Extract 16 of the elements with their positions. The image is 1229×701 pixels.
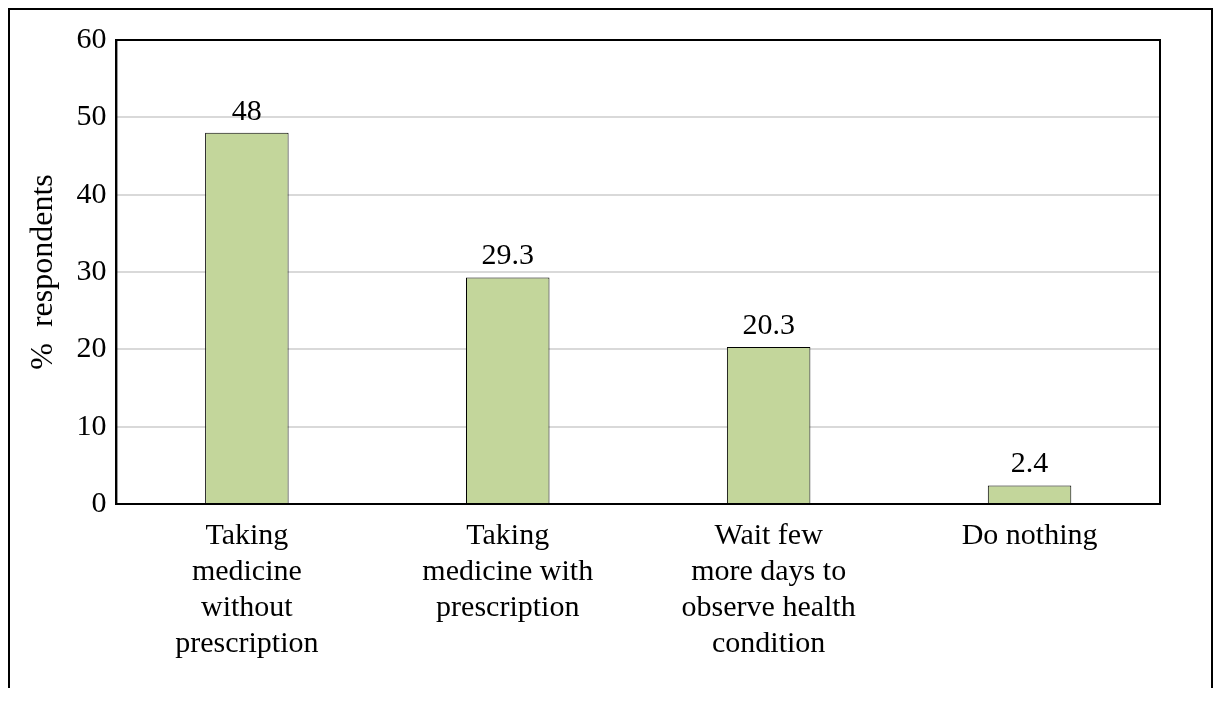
y-tick-label: 30 <box>76 252 107 286</box>
data-label: 29.3 <box>481 237 534 271</box>
data-label: 48 <box>231 92 262 126</box>
y-tick-label: 40 <box>76 175 107 209</box>
y-tick-label: 60 <box>76 20 107 54</box>
x-tick-label: Do nothing <box>961 516 1098 550</box>
y-axis-title: % respondents <box>22 174 59 370</box>
y-tick-label: 0 <box>91 484 107 518</box>
y-tick-label: 20 <box>76 330 107 364</box>
data-label: 2.4 <box>1010 445 1049 479</box>
data-label: 20.3 <box>742 306 795 340</box>
x-tick-label: Taking medicine without prescription <box>175 516 319 658</box>
x-tick-label: Taking medicine with prescription <box>422 516 594 622</box>
x-tick-label: Wait few more days to observe health condition <box>681 516 856 658</box>
y-tick-label: 10 <box>76 407 107 441</box>
y-tick-label: 50 <box>76 98 107 132</box>
